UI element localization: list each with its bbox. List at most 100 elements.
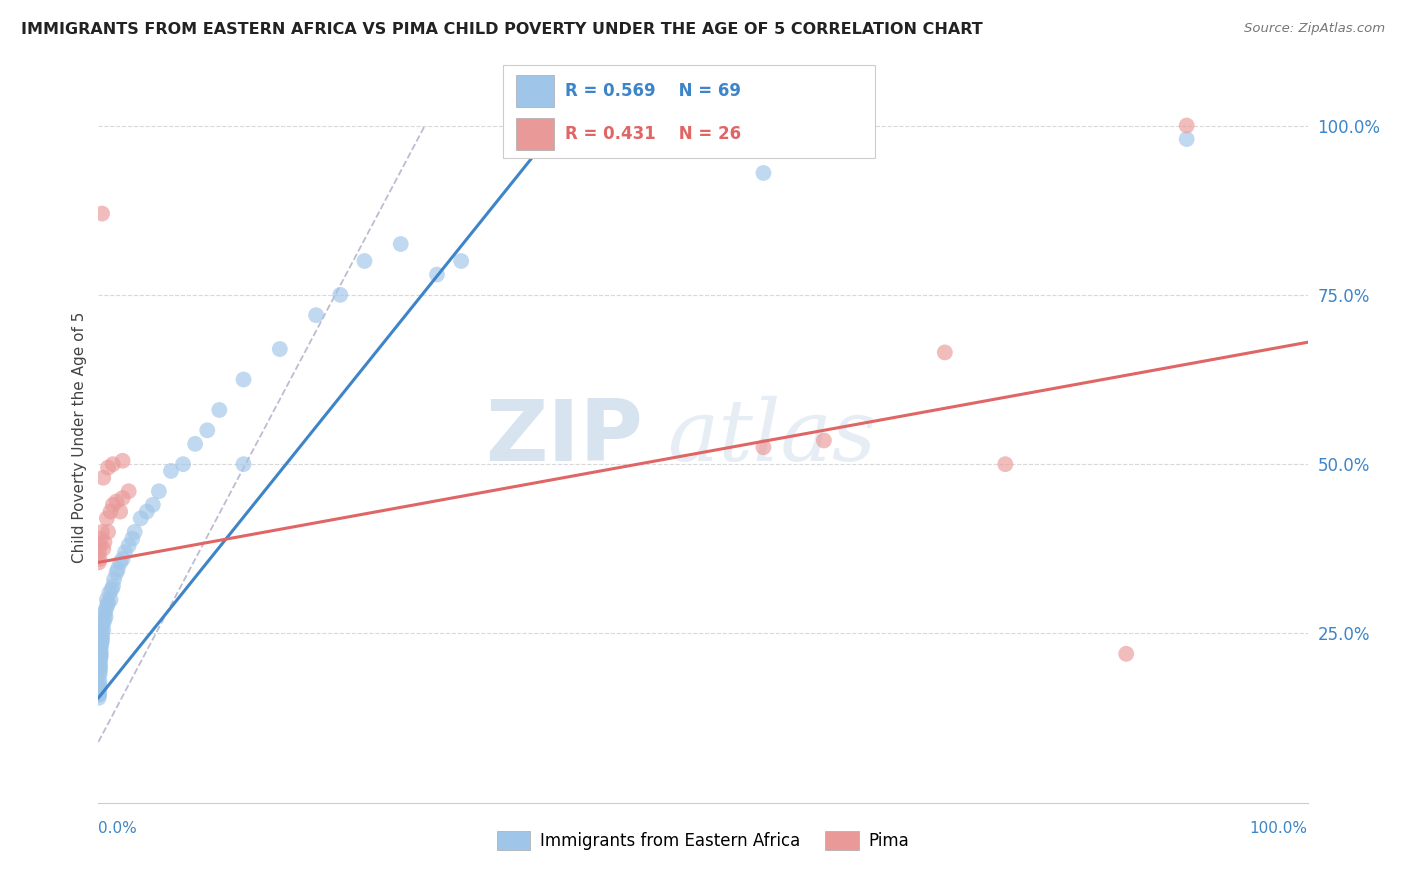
Point	[87, 545, 110, 559]
Point	[93, 606, 115, 620]
Text: R = 0.569    N = 69: R = 0.569 N = 69	[565, 82, 741, 100]
Point	[426, 268, 449, 282]
Point	[124, 524, 146, 539]
Point	[96, 599, 118, 614]
Point	[1115, 647, 1137, 661]
Point	[111, 552, 134, 566]
Point	[353, 254, 375, 268]
Point	[94, 609, 117, 624]
Point	[89, 643, 111, 657]
Point	[89, 660, 111, 674]
Point	[1175, 119, 1198, 133]
Point	[96, 511, 118, 525]
Point	[813, 434, 835, 448]
Point	[91, 206, 114, 220]
Point	[89, 654, 111, 668]
Y-axis label: Child Poverty Under the Age of 5: Child Poverty Under the Age of 5	[72, 311, 87, 563]
Point	[97, 524, 120, 539]
Point	[994, 457, 1017, 471]
Point	[121, 532, 143, 546]
Point	[111, 454, 134, 468]
Point	[232, 372, 254, 386]
Point	[91, 630, 114, 644]
Point	[450, 254, 472, 268]
Legend: Immigrants from Eastern Africa, Pima: Immigrants from Eastern Africa, Pima	[491, 824, 915, 856]
Point	[91, 471, 114, 485]
Point	[100, 505, 122, 519]
Point	[111, 491, 134, 505]
Point	[94, 603, 117, 617]
Point	[118, 538, 141, 552]
Point	[208, 403, 231, 417]
Point	[101, 579, 124, 593]
Point	[87, 688, 110, 702]
Point	[90, 637, 112, 651]
Point	[148, 484, 170, 499]
Point	[195, 423, 218, 437]
Point	[329, 288, 352, 302]
Point	[89, 647, 111, 661]
Point	[107, 562, 129, 576]
Point	[97, 596, 120, 610]
Point	[91, 633, 114, 648]
Point	[89, 650, 111, 665]
Point	[87, 684, 110, 698]
Point	[101, 498, 124, 512]
Point	[91, 623, 114, 637]
Point	[87, 555, 110, 569]
Point	[97, 460, 120, 475]
Point	[90, 647, 112, 661]
Point	[96, 592, 118, 607]
Text: 0.0%: 0.0%	[98, 821, 138, 836]
Text: R = 0.431    N = 26: R = 0.431 N = 26	[565, 125, 741, 143]
Point	[87, 681, 110, 695]
Point	[91, 524, 114, 539]
Point	[934, 345, 956, 359]
Point	[142, 498, 165, 512]
Point	[90, 532, 112, 546]
Point	[269, 342, 291, 356]
Point	[91, 541, 114, 556]
Point	[91, 626, 114, 640]
Point	[89, 673, 111, 688]
Point	[90, 633, 112, 648]
Point	[105, 566, 128, 580]
Point	[90, 650, 112, 665]
Point	[108, 555, 131, 569]
Point	[89, 660, 111, 674]
Point	[103, 572, 125, 586]
Point	[101, 457, 124, 471]
Text: IMMIGRANTS FROM EASTERN AFRICA VS PIMA CHILD POVERTY UNDER THE AGE OF 5 CORRELAT: IMMIGRANTS FROM EASTERN AFRICA VS PIMA C…	[21, 22, 983, 37]
Point	[98, 586, 121, 600]
Point	[91, 620, 114, 634]
Text: 100.0%: 100.0%	[1250, 821, 1308, 836]
Point	[172, 457, 194, 471]
Text: Source: ZipAtlas.com: Source: ZipAtlas.com	[1244, 22, 1385, 36]
Point	[90, 640, 112, 654]
Point	[105, 494, 128, 508]
Text: ZIP: ZIP	[485, 395, 643, 479]
Point	[100, 592, 122, 607]
Point	[232, 457, 254, 471]
Point	[108, 505, 131, 519]
Point	[135, 505, 157, 519]
Point	[89, 538, 111, 552]
Point	[160, 464, 183, 478]
Point	[89, 681, 111, 695]
Point	[89, 688, 111, 702]
Point	[89, 657, 111, 671]
Point	[89, 677, 111, 691]
Point	[752, 166, 775, 180]
Point	[87, 690, 110, 705]
Text: atlas: atlas	[666, 396, 876, 478]
Point	[100, 582, 122, 597]
Point	[93, 535, 115, 549]
Point	[89, 552, 111, 566]
Point	[1175, 132, 1198, 146]
Point	[305, 308, 328, 322]
Point	[90, 637, 112, 651]
Point	[114, 545, 136, 559]
Point	[89, 667, 111, 681]
Point	[389, 237, 412, 252]
Point	[129, 511, 152, 525]
